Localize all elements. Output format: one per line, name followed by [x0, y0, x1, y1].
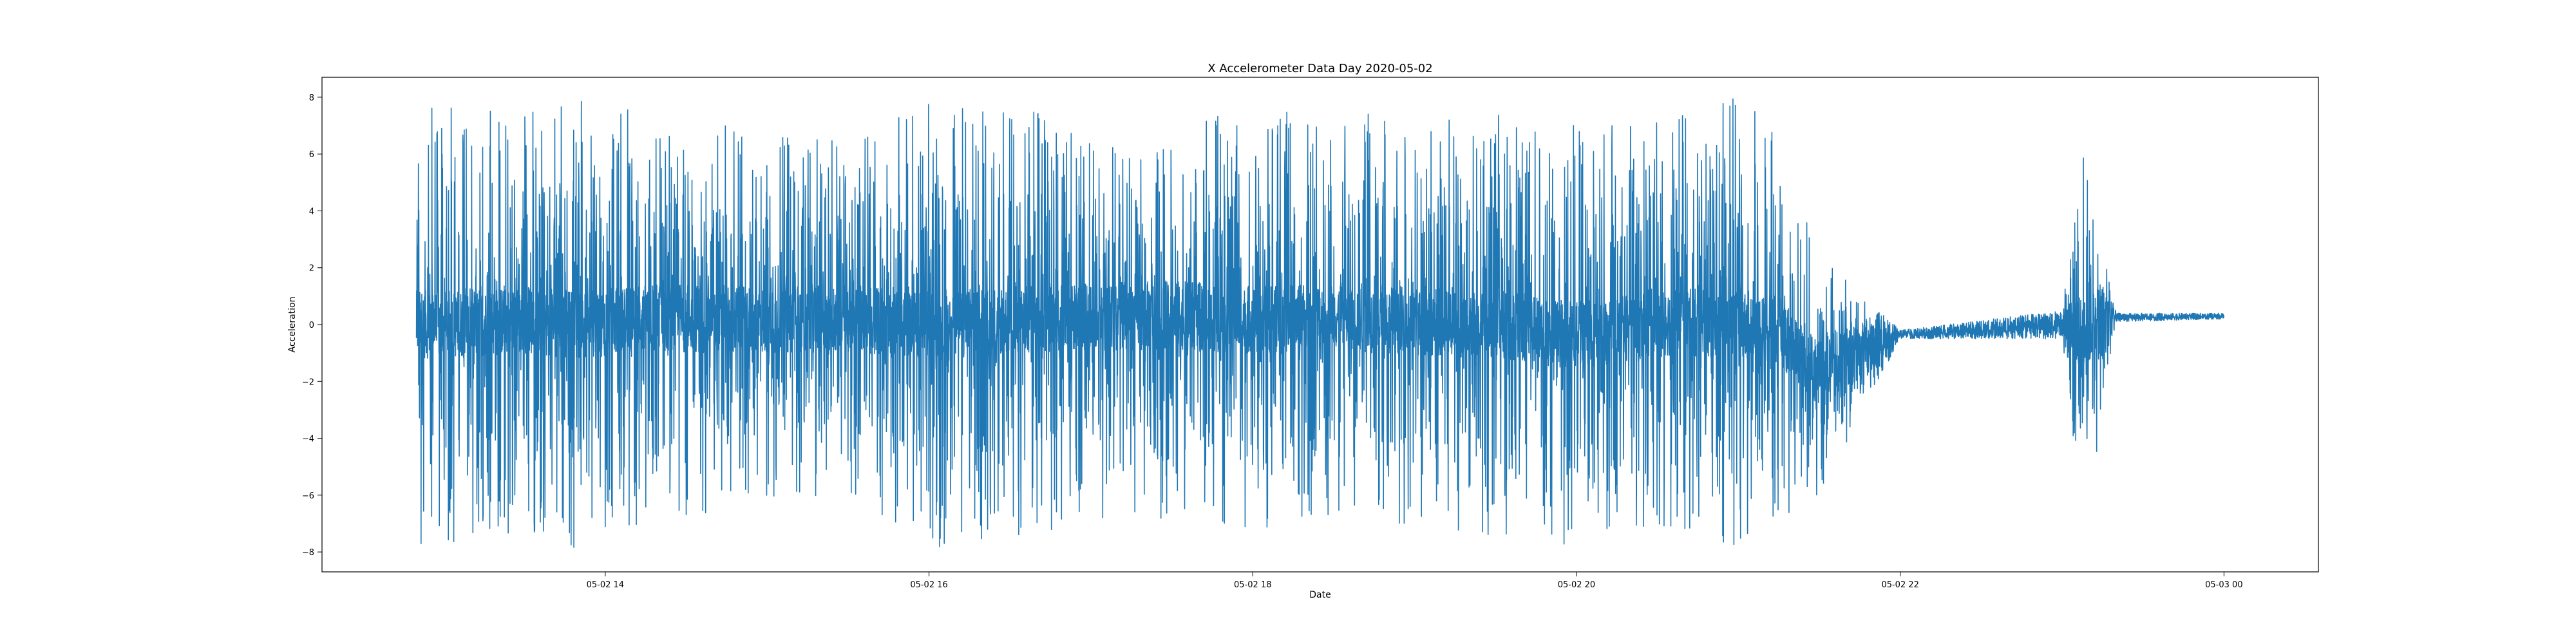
- y-tick-label: −4: [302, 435, 314, 444]
- y-tick-label: 2: [309, 264, 314, 274]
- y-tick-label: −2: [302, 377, 314, 387]
- x-axis: 05-02 14 05-02 16 05-02 18 05-02 20 05-02 22…: [587, 572, 2243, 590]
- plot-area: [415, 98, 2225, 548]
- y-tick-label: −6: [302, 491, 314, 501]
- x-tick-label: 05-02 18: [1234, 580, 1271, 590]
- series-line-x-acceleration: [415, 98, 2225, 548]
- x-tick-label: 05-02 22: [1881, 580, 1918, 590]
- y-tick-label: 4: [309, 207, 314, 216]
- chart-title: X Accelerometer Data Day 2020-05-02: [1208, 62, 1432, 75]
- y-tick-label: 6: [309, 150, 314, 160]
- x-tick-label: 05-02 14: [587, 580, 624, 590]
- y-axis-label: Acceleration: [287, 297, 298, 353]
- y-tick-label: 0: [309, 321, 314, 330]
- x-axis-label: Date: [1309, 590, 1331, 600]
- y-tick-label: −8: [302, 548, 314, 558]
- y-axis: 8 6 4 2 0 −2 −4 −6 −8: [302, 93, 322, 558]
- x-tick-label: 05-03 00: [2205, 580, 2242, 590]
- x-tick-label: 05-02 16: [910, 580, 947, 590]
- y-tick-label: 8: [309, 93, 314, 103]
- x-tick-label: 05-02 20: [1558, 580, 1595, 590]
